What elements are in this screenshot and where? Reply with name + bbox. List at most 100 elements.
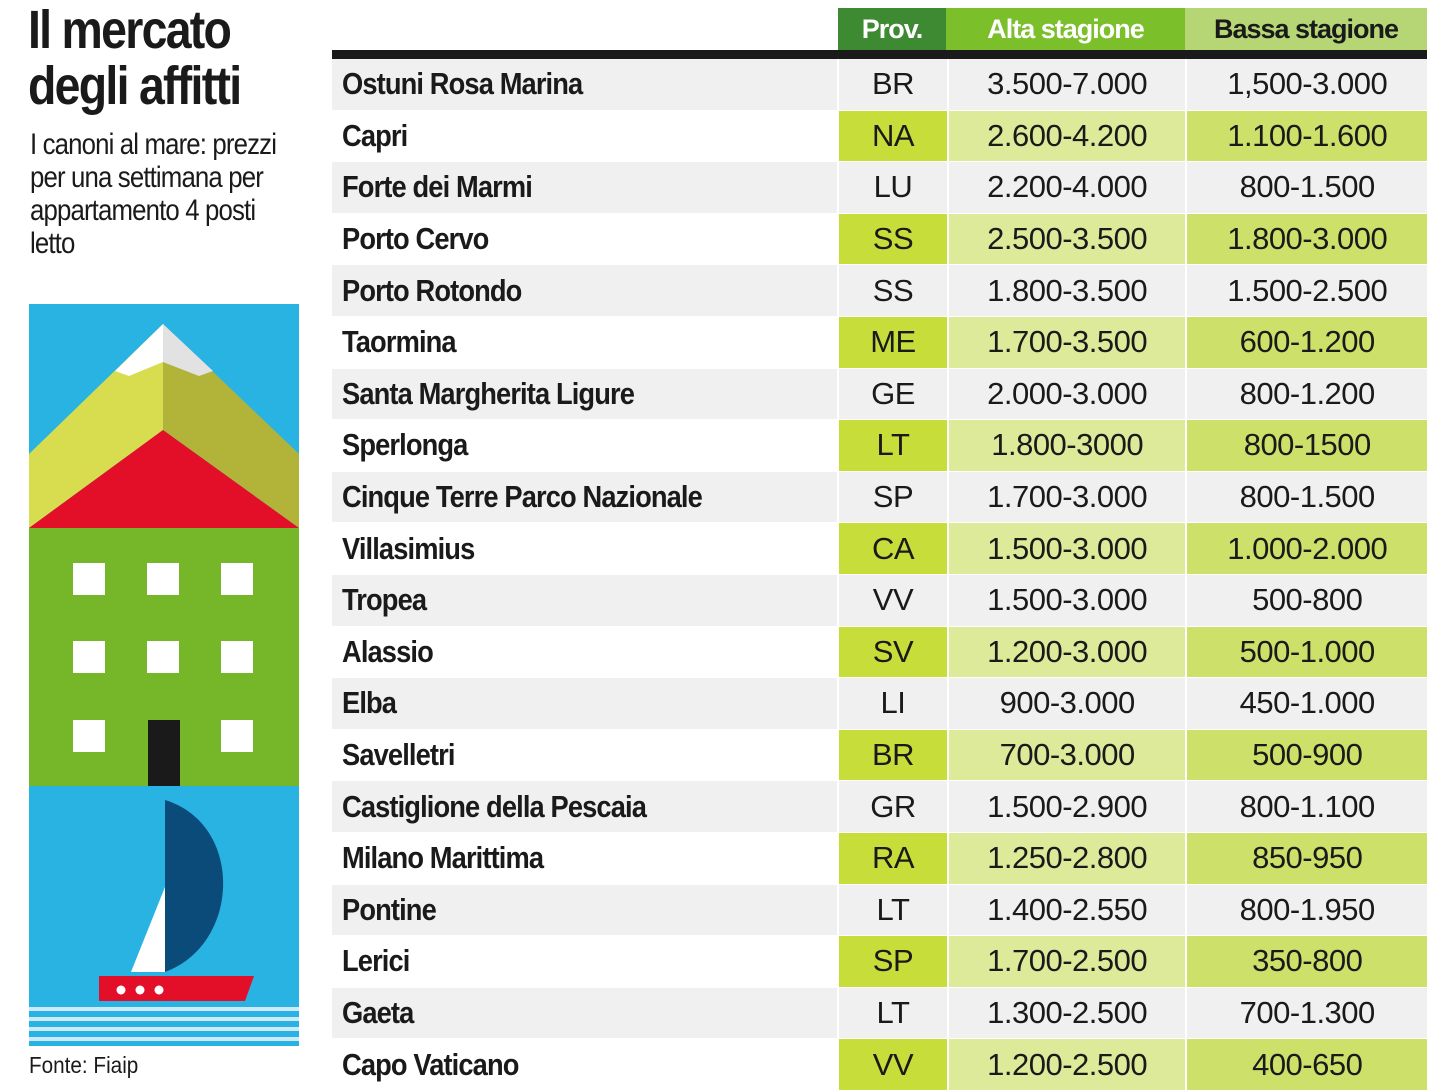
cell-localita-text: Elba xyxy=(342,685,397,721)
cell-alta-stagione-text: 2.500-3.500 xyxy=(987,221,1148,257)
table-row: Capo Vaticano VV 1.200-2.500 400-650 xyxy=(332,1039,1427,1091)
sail-jib xyxy=(131,887,165,972)
cell-bassa-stagione-text: 800-1500 xyxy=(1243,427,1372,463)
table-row: Cinque Terre Parco Nazionale SP 1.700-3.00… xyxy=(332,471,1427,524)
cell-localita-text: Lerici xyxy=(342,943,410,979)
cell-alta-stagione-text: 2.600-4.200 xyxy=(987,117,1148,153)
table-row: Porto Rotondo SS 1.800-3.500 1.500-2.500 xyxy=(332,265,1427,317)
cell-alta-stagione-text: 1.400-2.550 xyxy=(987,891,1148,927)
cell-prov: CA xyxy=(837,523,947,574)
cell-localita-text: Forte dei Marmi xyxy=(342,169,533,205)
cell-alta-stagione-text: 1.500-2.900 xyxy=(987,788,1148,824)
cell-localita-text: Santa Margherita Ligure xyxy=(342,375,635,411)
cell-localita: Sperlonga xyxy=(332,420,838,471)
cell-prov: SP xyxy=(837,936,947,987)
cell-prov: NA xyxy=(837,110,947,162)
cell-bassa-stagione-text: 1,500-3.000 xyxy=(1227,66,1388,102)
cell-alta-stagione: 2.000-3.000 xyxy=(946,368,1186,420)
cell-localita: Villasimius xyxy=(332,523,838,574)
cell-prov-text: SV xyxy=(872,633,914,669)
sail-main xyxy=(165,800,224,972)
cell-prov: LI xyxy=(837,678,947,729)
header-alta-stagione: Alta stagione xyxy=(946,8,1185,50)
cell-alta-stagione: 1.500-2.900 xyxy=(946,781,1186,832)
cell-alta-stagione-text: 1.700-2.500 xyxy=(987,943,1148,979)
cell-bassa-stagione-text: 800-1.500 xyxy=(1239,479,1376,515)
cell-prov: LT xyxy=(837,420,947,471)
table-row: Elba LI 900-3.000 450-1.000 xyxy=(332,678,1427,730)
cell-bassa-stagione-text: 700-1.300 xyxy=(1239,994,1376,1030)
cell-bassa-stagione: 500-900 xyxy=(1185,729,1427,781)
cell-localita-text: Cinque Terre Parco Nazionale xyxy=(342,479,703,515)
cell-prov: VV xyxy=(837,574,947,626)
cell-localita: Milano Marittima xyxy=(332,832,838,884)
cell-localita: Santa Margherita Ligure xyxy=(332,368,838,420)
cell-prov-text: SS xyxy=(872,221,914,257)
cell-prov-text: LI xyxy=(880,685,906,721)
cell-prov-text: GE xyxy=(871,375,915,411)
cell-bassa-stagione-text: 1.100-1.600 xyxy=(1227,117,1388,153)
cell-localita-text: Gaeta xyxy=(342,994,414,1030)
cell-localita: Forte dei Marmi xyxy=(332,162,838,213)
cell-bassa-stagione: 850-950 xyxy=(1185,832,1427,884)
cell-prov-text: SP xyxy=(872,943,914,979)
cell-prov: GE xyxy=(837,368,947,420)
cell-alta-stagione-text: 1.800-3.500 xyxy=(987,272,1148,308)
cell-prov: BR xyxy=(837,59,947,110)
cell-alta-stagione: 3.500-7.000 xyxy=(946,59,1186,110)
table-row: Gaeta LT 1.300-2.500 700-1.300 xyxy=(332,987,1427,1040)
cell-prov-text: NA xyxy=(871,117,915,153)
cell-bassa-stagione: 700-1.300 xyxy=(1185,987,1427,1039)
cell-prov: SV xyxy=(837,626,947,678)
cell-bassa-stagione: 1.500-2.500 xyxy=(1185,265,1427,316)
sea-waves xyxy=(29,1007,299,1041)
table-body: Ostuni Rosa Marina BR 3.500-7.000 1,500-3.0… xyxy=(332,59,1427,1091)
cell-localita: Porto Rotondo xyxy=(332,265,838,316)
cell-alta-stagione: 1.300-2.500 xyxy=(946,987,1186,1039)
rent-table: Prov. Alta stagione Bassa stagione Ostun… xyxy=(332,8,1427,1091)
cell-localita: Ostuni Rosa Marina xyxy=(332,59,838,110)
cell-alta-stagione-text: 2.000-3.000 xyxy=(987,375,1148,411)
cell-prov-text: LT xyxy=(876,427,910,463)
cell-alta-stagione-text: 900-3.000 xyxy=(999,685,1136,721)
cell-alta-stagione: 1.250-2.800 xyxy=(946,832,1186,884)
cell-alta-stagione-text: 1.800-3000 xyxy=(991,427,1144,463)
cell-localita-text: Taormina xyxy=(342,324,457,360)
cell-alta-stagione: 1.500-3.000 xyxy=(946,574,1186,626)
snow-cap-left xyxy=(115,324,163,376)
header-prov: Prov. xyxy=(838,8,946,50)
cell-prov: SP xyxy=(837,471,947,523)
cell-localita: Capri xyxy=(332,110,838,162)
table-row: Capri NA 2.600-4.200 1.100-1.600 xyxy=(332,110,1427,163)
cell-alta-stagione-text: 2.200-4.000 xyxy=(987,169,1148,205)
cell-bassa-stagione-text: 850-950 xyxy=(1252,840,1363,876)
cell-bassa-stagione-text: 1.000-2.000 xyxy=(1227,530,1388,566)
cell-localita-text: Ostuni Rosa Marina xyxy=(342,66,583,102)
table-row: Savelletri BR 700-3.000 500-900 xyxy=(332,729,1427,782)
table-row: Taormina ME 1.700-3.500 600-1.200 xyxy=(332,316,1427,369)
cell-alta-stagione: 700-3.000 xyxy=(946,729,1186,781)
table-row: Santa Margherita Ligure GE 2.000-3.000 800-… xyxy=(332,368,1427,421)
table-row: Milano Marittima RA 1.250-2.800 850-950 xyxy=(332,832,1427,885)
cell-alta-stagione: 1.800-3.500 xyxy=(946,265,1186,316)
cell-bassa-stagione: 1.000-2.000 xyxy=(1185,523,1427,574)
cell-bassa-stagione-text: 500-1.000 xyxy=(1239,633,1376,669)
cell-alta-stagione-text: 1.200-2.500 xyxy=(987,1046,1148,1082)
cell-prov-text: BR xyxy=(871,737,915,773)
cell-localita: Elba xyxy=(332,678,838,729)
cell-prov-text: SP xyxy=(872,479,914,515)
cell-bassa-stagione-text: 350-800 xyxy=(1252,943,1363,979)
table-row: Tropea VV 1.500-3.000 500-800 xyxy=(332,574,1427,627)
cell-alta-stagione-text: 1.500-3.000 xyxy=(987,530,1148,566)
cell-bassa-stagione-text: 500-900 xyxy=(1252,737,1363,773)
cell-bassa-stagione-text: 1.500-2.500 xyxy=(1227,272,1388,308)
cell-bassa-stagione-text: 500-800 xyxy=(1252,582,1363,618)
cell-prov: GR xyxy=(837,781,947,832)
cell-bassa-stagione: 1.100-1.600 xyxy=(1185,110,1427,162)
cell-prov-text: GR xyxy=(870,788,916,824)
cell-prov-text: LT xyxy=(876,994,910,1030)
cell-localita: Alassio xyxy=(332,626,838,678)
cell-alta-stagione-text: 1.700-3.500 xyxy=(987,324,1148,360)
cell-alta-stagione: 1.700-3.000 xyxy=(946,471,1186,523)
cell-localita-text: Capo Vaticano xyxy=(342,1046,519,1082)
